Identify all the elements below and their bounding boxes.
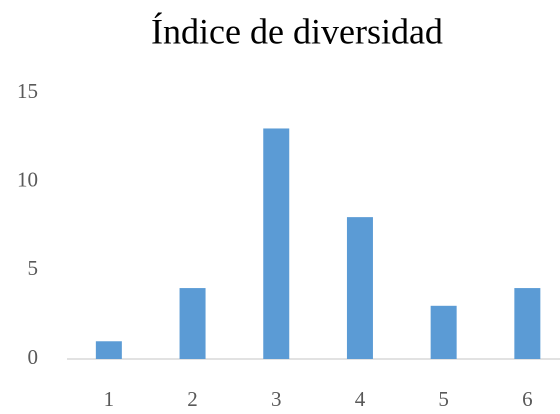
- bar: [263, 128, 290, 359]
- x-tick-label: 1: [104, 387, 115, 411]
- x-tick-label: 6: [522, 387, 533, 411]
- bar: [430, 305, 457, 359]
- bar: [95, 341, 122, 359]
- bar: [346, 217, 373, 359]
- bar: [179, 288, 206, 359]
- y-tick-label: 5: [28, 256, 39, 280]
- y-tick-label: 15: [17, 79, 38, 103]
- y-tick-label: 0: [28, 345, 39, 369]
- x-tick-label: 3: [271, 387, 282, 411]
- bar: [514, 288, 541, 359]
- x-tick-label: 5: [438, 387, 449, 411]
- chart-title: Índice de diversidad: [151, 11, 443, 51]
- x-tick-label: 2: [187, 387, 198, 411]
- y-tick-label: 10: [17, 167, 38, 191]
- x-tick-label: 4: [355, 387, 366, 411]
